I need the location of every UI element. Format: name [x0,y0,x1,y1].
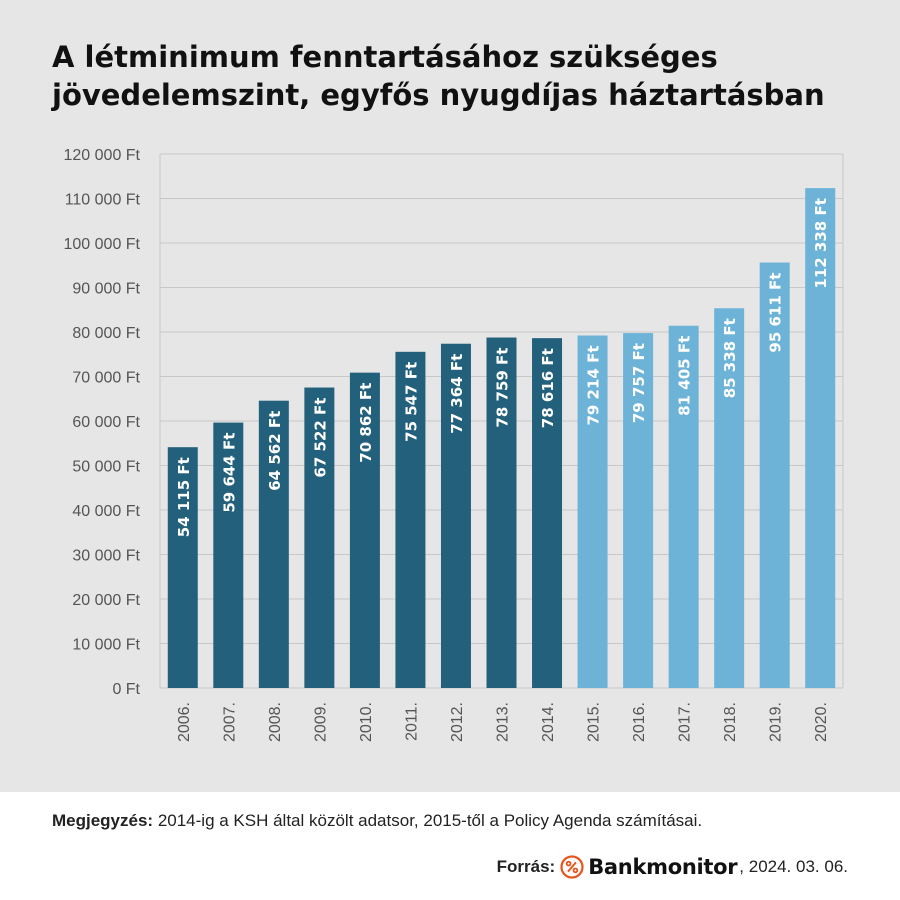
y-tick-label: 80 000 Ft [72,325,140,342]
bar-value-label: 79 757 Ft [630,343,648,423]
x-tick-label: 2011. [403,702,420,741]
x-tick-label: 2007. [221,702,238,742]
bar [258,400,289,688]
x-tick-label: 2006. [176,702,193,742]
source-date: , 2024. 03. 06. [739,857,848,876]
bar-value-label: 70 862 Ft [357,383,375,463]
y-tick-label: 30 000 Ft [72,548,140,565]
y-axis-tick-labels: 0 Ft 10 000 Ft 20 000 Ft 30 000 Ft 40 000 Ft… [64,147,141,698]
bar [623,333,654,688]
bars: 54 115 Ft 59 644 Ft 64 562 Ft 67 522 Ft 70 8… [167,188,836,689]
bar-value-label: 78 616 Ft [539,348,557,428]
bar [714,308,745,688]
chart-title: A létminimum fenntartásához szükséges jö… [52,38,872,114]
y-tick-label: 60 000 Ft [72,414,140,431]
chart-title-line-1: A létminimum fenntartásához szükséges [52,40,718,74]
x-tick-label: 2020. [813,702,830,742]
brand-name: Bankmonitor [588,855,738,879]
y-tick-label: 120 000 Ft [64,147,141,164]
bar-value-label: 112 338 Ft [812,198,830,288]
bar [577,335,608,688]
x-tick-label: 2012. [449,702,466,742]
bar [486,337,517,688]
bar [349,372,380,688]
y-tick-label: 0 Ft [112,681,140,698]
bar [304,387,335,688]
y-tick-label: 100 000 Ft [64,236,141,253]
x-axis-tick-labels: 2006. 2007. 2008. 2009. 2010. 2011. 2012. 2013.… [176,702,830,742]
x-tick-label: 2016. [631,702,648,742]
x-tick-label: 2013. [495,702,512,742]
bar-value-label: 64 562 Ft [266,411,284,491]
bar-value-label: 78 759 Ft [494,348,512,428]
bar [167,447,198,688]
bar-value-label: 67 522 Ft [311,398,329,478]
bar-value-label: 85 338 Ft [721,318,739,398]
y-tick-label: 110 000 Ft [65,192,141,209]
y-tick-label: 20 000 Ft [72,592,140,609]
y-tick-label: 10 000 Ft [72,637,140,654]
y-tick-label: 90 000 Ft [72,281,140,298]
x-tick-label: 2017. [677,702,694,742]
y-tick-label: 40 000 Ft [72,503,140,520]
x-tick-label: 2010. [358,702,375,742]
x-tick-label: 2015. [586,702,603,742]
x-tick-label: 2018. [722,702,739,742]
bar-chart: 0 Ft 10 000 Ft 20 000 Ft 30 000 Ft 40 000 Ft… [64,147,844,742]
bar-value-label: 81 405 Ft [676,336,694,416]
x-tick-label: 2008. [267,702,284,742]
x-tick-label: 2009. [312,702,329,742]
footnote-text: 2014-ig a KSH által közölt adatsor, 2015… [153,811,703,830]
bar [395,351,426,688]
bar-value-label: 59 644 Ft [220,433,238,513]
source-line: Forrás: Bankmonitor , 2024. 03. 06. [497,855,848,879]
bar-value-label: 75 547 Ft [402,362,420,442]
bar-value-label: 54 115 Ft [175,457,193,537]
bar [805,188,836,689]
source-label: Forrás: [496,857,556,876]
bar-value-label: 79 214 Ft [585,345,603,425]
bar [440,343,471,688]
chart-panel: A létminimum fenntartásához szükséges jö… [0,0,900,792]
bar-value-label: 95 611 Ft [767,273,785,353]
bar [532,338,563,688]
bar [668,325,699,688]
footnote: Megjegyzés: 2014-ig a KSH által közölt a… [52,811,702,831]
x-tick-label: 2014. [540,702,557,742]
percent-circle-icon [560,855,584,879]
bar [213,422,244,688]
bar [759,262,790,688]
bar-value-label: 77 364 Ft [448,354,466,434]
x-tick-label: 2019. [768,702,785,742]
chart-title-line-2: jövedelemszint, egyfős nyugdíjas háztart… [52,78,825,112]
y-tick-label: 70 000 Ft [72,370,140,387]
footnote-label: Megjegyzés: [52,811,154,830]
y-tick-label: 50 000 Ft [72,459,140,476]
